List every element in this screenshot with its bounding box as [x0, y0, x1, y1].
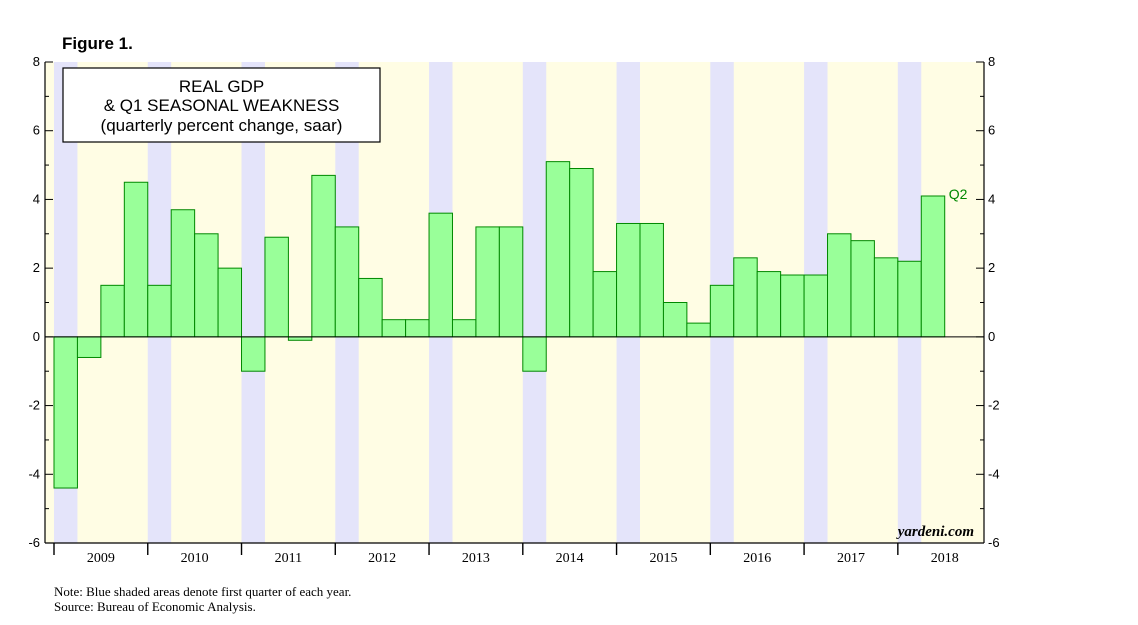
- chart-title-line-1: REAL GDP: [179, 77, 264, 96]
- bar-2009Q1: [53, 336, 78, 489]
- bar-2015Q4: [686, 322, 711, 338]
- x-tick-label-2017: 2017: [837, 551, 865, 566]
- bar-2017Q1: [803, 274, 829, 338]
- gdp-bar-chart: 8 6 4 2 0 -2 -4 -6 8 6 4 2 0 -2 -4 -6 2009 2010 2011 2012…: [28, 54, 1000, 566]
- figure-label: Figure 1.: [62, 34, 133, 53]
- bar-2011Q4: [311, 174, 336, 338]
- bar-2017Q4: [873, 257, 899, 338]
- note-text: Note: Blue shaded areas denote first qua…: [54, 584, 352, 599]
- bar-2009Q2: [76, 336, 102, 358]
- q1-shade-2011: [241, 62, 265, 543]
- y-tick-left-label: 4: [33, 191, 40, 206]
- bar-2016Q3: [756, 271, 782, 338]
- bar-2011Q1: [241, 336, 266, 372]
- bar-2013Q4: [498, 226, 524, 338]
- y-tick-left-label: 2: [33, 260, 40, 275]
- x-tick-label-2013: 2013: [462, 551, 490, 566]
- bar-2013Q2: [451, 319, 477, 338]
- y-axis-left: 8 6 4 2 0 -2 -4 -6: [28, 54, 53, 550]
- watermark: yardeni.com: [896, 524, 974, 540]
- chart-title-box: REAL GDP & Q1 SEASONAL WEAKNESS (quarter…: [62, 67, 381, 143]
- bar-2016Q1: [709, 284, 735, 338]
- bar-2012Q4: [405, 319, 430, 338]
- y-tick-right-label: 6: [988, 123, 995, 138]
- y-tick-left-label: 8: [33, 54, 40, 69]
- bar-2009Q3: [100, 284, 125, 338]
- bar-2015Q2: [639, 222, 664, 338]
- last-bar-label: Q2: [949, 186, 968, 202]
- y-tick-right-label: 8: [988, 54, 995, 69]
- y-tick-right-label: 4: [988, 191, 995, 206]
- y-tick-right-label: -4: [988, 466, 1000, 481]
- y-tick-left-label: 6: [33, 123, 40, 138]
- x-tick-label-2014: 2014: [556, 551, 584, 566]
- chart-title-line-2: & Q1 SEASONAL WEAKNESS: [104, 96, 340, 115]
- y-tick-right-label: 0: [988, 329, 995, 344]
- bar-2016Q4: [780, 274, 805, 338]
- bar-2018Q1: [897, 260, 922, 338]
- y-tick-left-label: -6: [28, 535, 40, 550]
- bar-2010Q2: [170, 209, 196, 338]
- y-tick-left-label: -2: [28, 398, 40, 413]
- bar-2009Q4: [123, 181, 149, 338]
- bar-2010Q1: [147, 284, 172, 338]
- y-tick-left-label: 0: [33, 329, 40, 344]
- bar-2012Q1: [334, 226, 360, 338]
- x-tick-label-2012: 2012: [368, 551, 396, 566]
- y-tick-right-label: 2: [988, 260, 995, 275]
- bar-2017Q3: [850, 240, 875, 338]
- bar-2010Q4: [217, 267, 243, 338]
- bar-2014Q3: [569, 168, 594, 338]
- x-tick-label-2011: 2011: [275, 551, 302, 566]
- bar-2011Q3: [287, 336, 313, 341]
- y-axis-right: 8 6 4 2 0 -2 -4 -6: [976, 54, 1000, 550]
- x-tick-label-2015: 2015: [649, 551, 677, 566]
- y-tick-right-label: -2: [988, 398, 1000, 413]
- bar-2012Q3: [381, 319, 407, 338]
- x-tick-label-2018: 2018: [931, 551, 959, 566]
- bar-2010Q3: [194, 233, 219, 338]
- x-axis: 2009 2010 2011 2012 2013 2014 2015 2016 2017 2018: [53, 543, 959, 566]
- bar-2018Q2: [920, 195, 946, 338]
- x-tick-label-2009: 2009: [87, 551, 115, 566]
- bar-2015Q3: [662, 302, 688, 338]
- bar-2014Q4: [592, 271, 618, 338]
- bar-2011Q2: [264, 236, 289, 338]
- footnotes: Note: Blue shaded areas denote first qua…: [54, 584, 351, 614]
- bars: [53, 161, 946, 489]
- chart-title-line-3: (quarterly percent change, saar): [101, 116, 343, 135]
- y-tick-left-label: -4: [28, 466, 40, 481]
- bar-2017Q2: [827, 233, 852, 338]
- x-tick-label-2016: 2016: [743, 551, 771, 566]
- bar-2013Q3: [475, 226, 500, 338]
- bar-2013Q1: [428, 212, 453, 338]
- bar-2014Q2: [545, 161, 571, 338]
- bar-2012Q2: [358, 277, 383, 338]
- bar-2014Q1: [522, 336, 547, 372]
- y-tick-right-label: -6: [988, 535, 1000, 550]
- q1-shade-2014: [522, 62, 547, 543]
- bar-2016Q2: [733, 257, 758, 338]
- bar-2015Q1: [616, 222, 641, 338]
- x-tick-label-2010: 2010: [181, 551, 209, 566]
- source-text: Source: Bureau of Economic Analysis.: [54, 599, 256, 614]
